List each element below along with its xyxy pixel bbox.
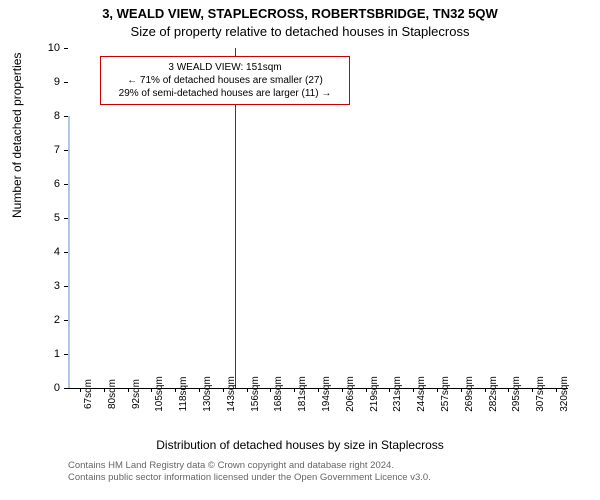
x-tick-label: 282sqm [488, 376, 499, 412]
callout-line-1: 3 WEALD VIEW: 151sqm [109, 61, 341, 74]
y-tick-label: 3 [30, 280, 60, 292]
footer-line-2: Contains public sector information licen… [68, 472, 431, 484]
y-tick-label: 6 [30, 178, 60, 190]
x-tick-mark [223, 388, 224, 392]
y-tick-mark [64, 286, 68, 287]
x-tick-label: 194sqm [321, 376, 332, 412]
x-tick-label: 320sqm [559, 376, 570, 412]
x-tick-mark [318, 388, 319, 392]
histogram-bar [68, 354, 70, 388]
property-histogram-chart: 3, WEALD VIEW, STAPLECROSS, ROBERTSBRIDG… [0, 0, 600, 500]
y-tick-label: 0 [30, 382, 60, 394]
y-tick-mark [64, 320, 68, 321]
callout-box: 3 WEALD VIEW: 151sqm ← 71% of detached h… [100, 56, 350, 105]
x-tick-label: 156sqm [250, 376, 261, 412]
x-tick-mark [294, 388, 295, 392]
x-tick-mark [413, 388, 414, 392]
y-tick-mark [64, 82, 68, 83]
chart-title-sub: Size of property relative to detached ho… [0, 24, 600, 39]
x-tick-label: 105sqm [154, 376, 165, 412]
x-tick-label: 231sqm [392, 376, 403, 412]
callout-line-3: 29% of semi-detached houses are larger (… [109, 87, 341, 100]
y-tick-label: 5 [30, 212, 60, 224]
x-tick-label: 118sqm [178, 377, 189, 412]
y-tick-mark [64, 116, 68, 117]
x-tick-mark [437, 388, 438, 392]
chart-title-main: 3, WEALD VIEW, STAPLECROSS, ROBERTSBRIDG… [0, 6, 600, 21]
y-tick-label: 8 [30, 110, 60, 122]
x-tick-mark [199, 388, 200, 392]
x-tick-mark [104, 388, 105, 392]
x-tick-label: 219sqm [369, 376, 380, 412]
x-tick-mark [389, 388, 390, 392]
x-tick-mark [485, 388, 486, 392]
x-tick-label: 143sqm [226, 376, 237, 412]
y-tick-label: 7 [30, 144, 60, 156]
x-tick-mark [175, 388, 176, 392]
x-tick-label: 257sqm [440, 376, 451, 412]
x-tick-label: 130sqm [202, 376, 213, 412]
y-tick-mark [64, 48, 68, 49]
x-tick-label: 92sqm [131, 379, 142, 409]
x-tick-mark [151, 388, 152, 392]
y-tick-label: 4 [30, 246, 60, 258]
x-tick-mark [461, 388, 462, 392]
y-tick-mark [64, 184, 68, 185]
y-axis-label: Number of detached properties [10, 53, 24, 218]
x-tick-mark [532, 388, 533, 392]
y-tick-mark [64, 150, 68, 151]
x-tick-label: 181sqm [297, 376, 308, 412]
y-tick-mark [64, 218, 68, 219]
y-tick-label: 10 [30, 42, 60, 54]
x-tick-mark [80, 388, 81, 392]
x-tick-mark [128, 388, 129, 392]
x-tick-label: 269sqm [464, 376, 475, 412]
x-tick-mark [270, 388, 271, 392]
x-tick-label: 307sqm [535, 376, 546, 412]
x-tick-label: 80sqm [107, 379, 118, 409]
x-tick-label: 244sqm [416, 376, 427, 412]
x-tick-mark [366, 388, 367, 392]
y-tick-label: 2 [30, 314, 60, 326]
callout-line-2: ← 71% of detached houses are smaller (27… [109, 74, 341, 87]
x-tick-mark [342, 388, 343, 392]
x-tick-label: 206sqm [345, 376, 356, 412]
y-tick-label: 9 [30, 76, 60, 88]
x-tick-label: 67sqm [83, 379, 94, 409]
x-axis-label: Distribution of detached houses by size … [0, 438, 600, 452]
y-tick-label: 1 [30, 348, 60, 360]
footer-line-1: Contains HM Land Registry data © Crown c… [68, 460, 431, 472]
x-tick-label: 295sqm [511, 376, 522, 412]
x-tick-mark [508, 388, 509, 392]
y-tick-mark [64, 354, 68, 355]
footer-attribution: Contains HM Land Registry data © Crown c… [68, 460, 431, 485]
x-tick-mark [556, 388, 557, 392]
x-tick-mark [247, 388, 248, 392]
y-tick-mark [64, 252, 68, 253]
x-tick-label: 168sqm [273, 376, 284, 412]
y-tick-mark [64, 388, 68, 389]
